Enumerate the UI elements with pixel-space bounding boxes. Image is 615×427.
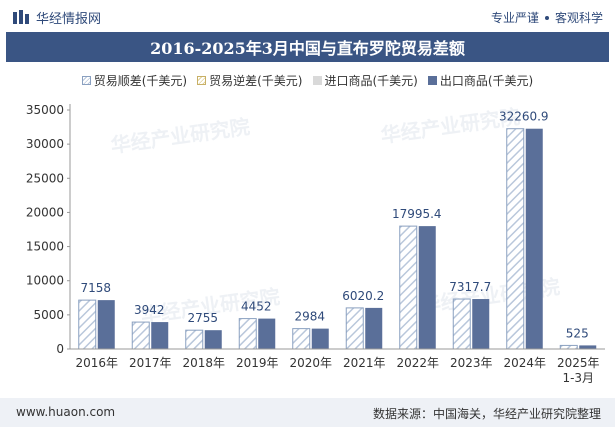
- bar-surplus[interactable]: [78, 299, 97, 350]
- legend-swatch-deficit: [197, 75, 207, 85]
- y-tick-label: 35000: [26, 103, 64, 117]
- footer: www.huaon.com 数据来源：中国海关，华经产业研究院整理: [0, 398, 615, 427]
- legend-label-surplus: 贸易顺差(千美元): [93, 73, 188, 88]
- legend-label-export: 出口商品(千美元): [439, 73, 534, 88]
- tagline-right: 客观科学: [554, 11, 603, 25]
- x-tick-label: 2025年 1-3月: [557, 356, 600, 385]
- y-tick-label: 20000: [26, 205, 64, 219]
- x-tick-label: 2022年: [396, 356, 439, 370]
- data-label: 4452: [241, 300, 272, 314]
- x-tick-label: 2016年: [75, 356, 118, 370]
- bar-export[interactable]: [579, 345, 597, 349]
- data-label: 2984: [294, 310, 325, 324]
- legend-label-deficit: 贸易逆差(千美元): [209, 73, 303, 88]
- x-tick-label: 2018年: [182, 356, 225, 370]
- bar-export[interactable]: [258, 318, 276, 349]
- data-label: 7158: [80, 281, 111, 295]
- x-tick-label: 2020年: [289, 356, 332, 370]
- y-tick-label: 25000: [26, 171, 64, 185]
- bar-surplus[interactable]: [345, 307, 364, 350]
- brand-logo-icon: [13, 10, 29, 24]
- data-label: 7317.7: [449, 280, 491, 294]
- legend-swatch-export: [427, 75, 437, 85]
- y-tick-label: 5000: [33, 308, 64, 322]
- data-label: 525: [566, 326, 589, 340]
- bar-surplus[interactable]: [131, 321, 150, 350]
- footer-source: 数据来源：中国海关，华经产业研究院整理: [372, 407, 601, 421]
- bar-surplus[interactable]: [506, 128, 525, 350]
- separator-dot-icon: [544, 15, 549, 20]
- bar-export[interactable]: [97, 300, 115, 349]
- data-label: 32260.9: [499, 110, 549, 124]
- x-tick-label: 2017年: [129, 356, 172, 370]
- bar-export[interactable]: [365, 307, 383, 349]
- bar-export[interactable]: [151, 322, 169, 349]
- legend-item-import[interactable]: 进口商品(千美元): [312, 72, 418, 89]
- y-tick-label: 0: [56, 342, 64, 356]
- bar-surplus[interactable]: [452, 298, 471, 350]
- data-label: 2755: [187, 311, 218, 325]
- legend-label-import: 进口商品(千美元): [324, 73, 418, 88]
- bar-export[interactable]: [525, 128, 543, 349]
- bar-surplus[interactable]: [399, 225, 418, 350]
- bar-export[interactable]: [311, 328, 329, 349]
- legend-item-export[interactable]: 出口商品(千美元): [427, 72, 534, 89]
- bar-surplus[interactable]: [559, 344, 578, 350]
- data-label: 3942: [134, 303, 165, 317]
- bar-export[interactable]: [204, 330, 222, 349]
- x-tick-label: 2019年: [236, 356, 279, 370]
- chart-title: 2016-2025年3月中国与直布罗陀贸易差额: [6, 32, 609, 62]
- bar-export[interactable]: [418, 226, 436, 349]
- y-tick-label: 30000: [26, 137, 64, 151]
- tagline: 专业严谨 客观科学: [491, 9, 603, 26]
- data-label: 6020.2: [342, 289, 384, 303]
- tagline-left: 专业严谨: [490, 11, 539, 25]
- legend-item-deficit[interactable]: 贸易逆差(千美元): [197, 72, 303, 89]
- bar-surplus[interactable]: [292, 328, 311, 350]
- top-bar: 华经情报网 专业严谨 客观科学: [0, 0, 615, 32]
- bar-export[interactable]: [472, 299, 490, 349]
- bar-chart: 0 5000 10000 15000 20000 25000 30000 35000 7158…: [26, 103, 605, 385]
- x-tick-label: 2024年: [503, 356, 546, 370]
- brand-name: 华经情报网: [36, 11, 102, 27]
- data-label: 17995.4: [392, 207, 442, 221]
- brand[interactable]: 华经情报网: [12, 8, 102, 27]
- x-tick-label: 2023年: [450, 356, 493, 370]
- footer-website-link[interactable]: www.huaon.com: [16, 405, 116, 419]
- y-tick-label: 10000: [26, 274, 64, 288]
- bar-surplus[interactable]: [185, 329, 204, 350]
- x-tick-label: 2021年: [343, 356, 386, 370]
- legend-item-surplus[interactable]: 贸易顺差(千美元): [81, 72, 188, 89]
- legend-swatch-surplus: [81, 75, 91, 85]
- chart-legend: 贸易顺差(千美元) 贸易逆差(千美元) 进口商品(千美元) 出口商品(千美元): [0, 70, 615, 90]
- legend-swatch-import: [312, 75, 322, 85]
- bar-surplus[interactable]: [238, 318, 257, 350]
- y-tick-label: 15000: [26, 240, 64, 254]
